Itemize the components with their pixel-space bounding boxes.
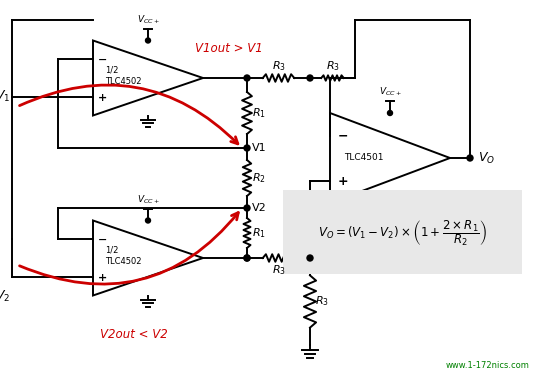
Text: $V_1$: $V_1$ bbox=[0, 89, 10, 104]
Circle shape bbox=[307, 75, 313, 81]
Circle shape bbox=[244, 75, 250, 81]
Circle shape bbox=[244, 255, 250, 261]
Text: $R_3$: $R_3$ bbox=[272, 263, 286, 277]
Text: $V_O = (V_1 - V_2) \times \left(1 + \dfrac{2 \times R_1}{R_2}\right)$: $V_O = (V_1 - V_2) \times \left(1 + \dfr… bbox=[317, 218, 487, 248]
Text: TLC4502: TLC4502 bbox=[105, 257, 142, 267]
Text: $V_O$: $V_O$ bbox=[478, 151, 495, 165]
Circle shape bbox=[145, 218, 151, 223]
Text: $V_{CC+}$: $V_{CC+}$ bbox=[137, 13, 159, 26]
Text: TLC4502: TLC4502 bbox=[105, 78, 142, 86]
Circle shape bbox=[244, 205, 250, 211]
Text: V2out < V2: V2out < V2 bbox=[100, 329, 168, 342]
Text: $V_{CC+}$: $V_{CC+}$ bbox=[378, 86, 401, 98]
Circle shape bbox=[467, 155, 473, 161]
FancyArrowPatch shape bbox=[19, 85, 238, 144]
Text: $R_2$: $R_2$ bbox=[252, 171, 266, 185]
Text: $R_1$: $R_1$ bbox=[252, 106, 266, 120]
Text: $R_1$: $R_1$ bbox=[252, 226, 266, 240]
Circle shape bbox=[145, 38, 151, 43]
Text: V2: V2 bbox=[252, 203, 267, 213]
Text: $R_3$: $R_3$ bbox=[315, 295, 329, 308]
Text: TLC4501: TLC4501 bbox=[344, 154, 383, 162]
Text: +: + bbox=[338, 175, 348, 188]
Circle shape bbox=[307, 255, 313, 261]
Text: $R_3$: $R_3$ bbox=[325, 59, 339, 73]
Text: V1: V1 bbox=[252, 143, 266, 153]
Text: $R_3$: $R_3$ bbox=[272, 59, 286, 73]
Text: $V_{CC+}$: $V_{CC+}$ bbox=[137, 193, 159, 206]
Text: www.1-172nics.com: www.1-172nics.com bbox=[446, 361, 530, 370]
Circle shape bbox=[388, 110, 392, 115]
Text: +: + bbox=[98, 273, 107, 283]
FancyBboxPatch shape bbox=[283, 190, 522, 274]
Text: V1out > V1: V1out > V1 bbox=[195, 42, 263, 55]
Text: 1/2: 1/2 bbox=[105, 246, 118, 254]
Text: $V_2$: $V_2$ bbox=[0, 289, 10, 304]
Text: −: − bbox=[98, 235, 107, 245]
FancyArrowPatch shape bbox=[19, 212, 239, 284]
Circle shape bbox=[244, 145, 250, 151]
Text: −: − bbox=[338, 130, 348, 143]
Circle shape bbox=[244, 255, 250, 261]
Text: 1/2: 1/2 bbox=[105, 65, 118, 74]
Text: +: + bbox=[98, 93, 107, 103]
Text: −: − bbox=[98, 55, 107, 65]
